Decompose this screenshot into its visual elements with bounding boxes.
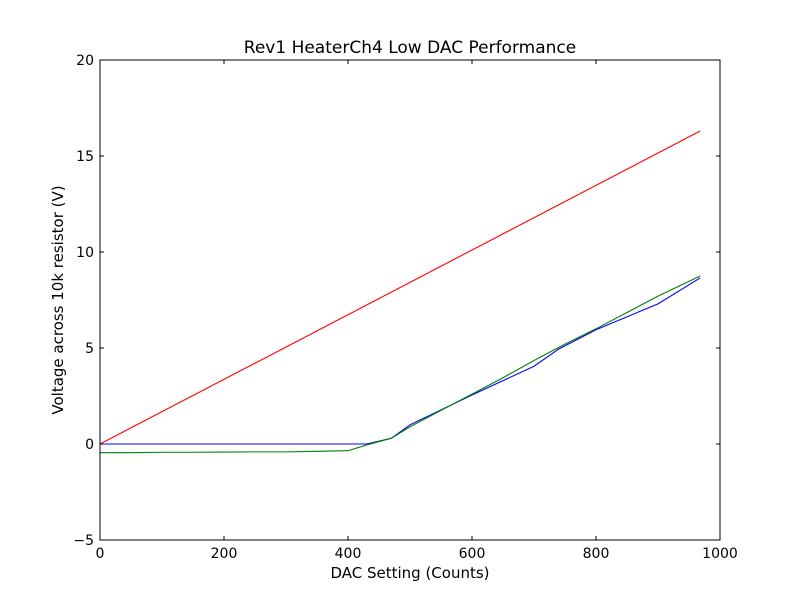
x-axis-label: DAC Setting (Counts) — [330, 564, 489, 582]
plot-frame — [99, 59, 721, 541]
y-tick-label: 0 — [85, 437, 94, 453]
y-tick-label: 15 — [76, 149, 94, 165]
chart-title: Rev1 HeaterCh4 Low DAC Performance — [244, 38, 576, 58]
x-tick-label: 1000 — [702, 546, 738, 562]
x-tick-label: 200 — [211, 546, 238, 562]
series-line-red — [99, 130, 701, 445]
series-line-blue — [100, 277, 701, 445]
plot-background — [100, 60, 720, 540]
y-tick-label: 10 — [76, 245, 94, 261]
series-layer — [99, 130, 701, 454]
x-tick-label: 0 — [96, 546, 105, 562]
series-line-green — [100, 275, 701, 454]
y-axis-label: Voltage across 10k resistor (V) — [49, 185, 67, 414]
x-tick-label: 800 — [583, 546, 610, 562]
y-tick-label: −5 — [73, 533, 94, 549]
y-tick-label: 20 — [76, 53, 94, 69]
x-tick-label: 400 — [335, 546, 362, 562]
y-tick-label: 5 — [85, 341, 94, 357]
x-tick-label: 600 — [459, 546, 486, 562]
plot-area — [100, 60, 720, 540]
